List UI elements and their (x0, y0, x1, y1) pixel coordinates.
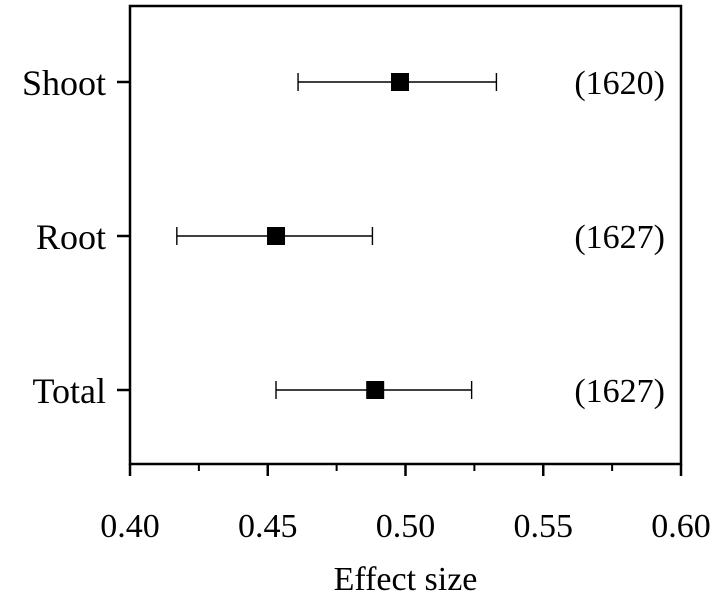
category-label: Root (36, 217, 106, 257)
x-tick-label: 0.55 (514, 508, 574, 545)
marks-layer: 0.40 0.45 0.50 0.55 0.60 Shoot (1620) Root (1627… (22, 63, 711, 545)
x-tick-label: 0.45 (238, 508, 298, 545)
sample-size-label: (1627) (574, 373, 665, 410)
x-tick-label: 0.50 (376, 508, 436, 545)
sample-size-label: (1620) (574, 65, 665, 102)
category-label: Shoot (22, 63, 106, 103)
x-tick-label: 0.60 (651, 508, 711, 545)
x-tick-label: 0.40 (100, 508, 160, 545)
point-estimate (390, 73, 409, 91)
sample-size-label: (1627) (574, 219, 665, 256)
x-axis-title: Effect size (334, 561, 478, 598)
point-estimate (366, 381, 385, 399)
category-label: Total (33, 371, 106, 411)
point-estimate (267, 227, 286, 245)
